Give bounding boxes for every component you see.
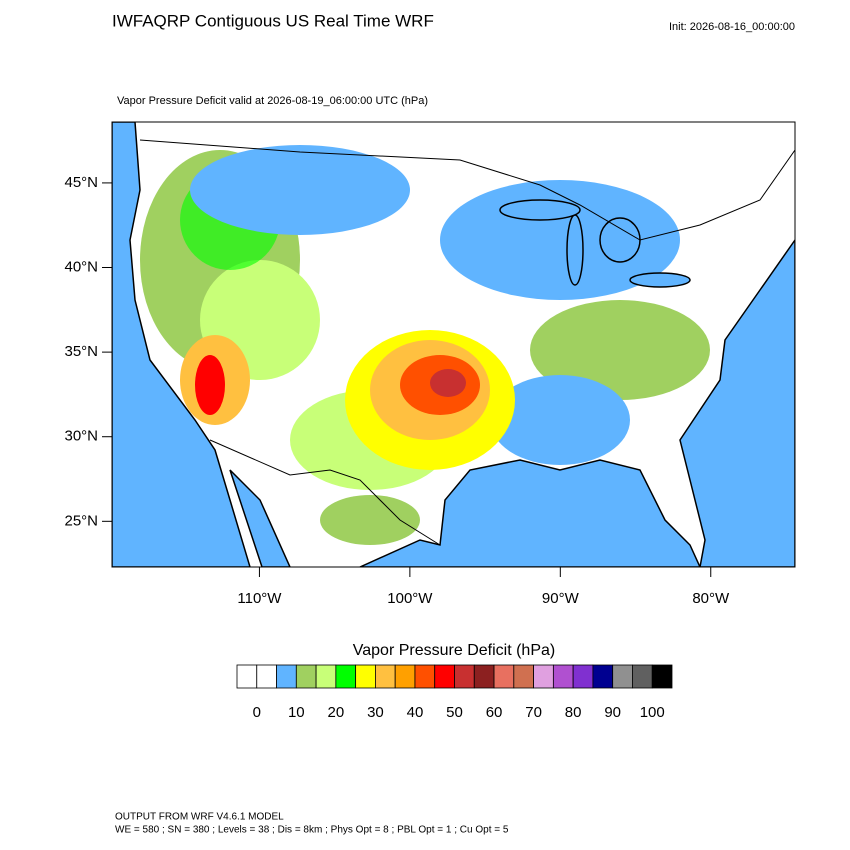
y-tick-label: 25°N (64, 512, 98, 529)
border (139, 139, 795, 241)
map-frame (111, 121, 796, 568)
colorbar-label: 40 (407, 704, 424, 721)
footer-line: WE = 580 ; SN = 380 ; Levels = 38 ; Dis … (115, 825, 509, 836)
colorbar-box (335, 664, 357, 689)
colorbar-box (394, 664, 416, 689)
vpd-area (195, 355, 225, 415)
colorbar-box (256, 664, 277, 689)
colorbar-box (236, 664, 258, 689)
colorbar-box (632, 664, 653, 689)
x-tick-label: 110°W (237, 590, 282, 607)
colorbar-box (315, 664, 337, 689)
colorbar-label: 80 (565, 704, 582, 721)
y-tick-label: 40°N (64, 258, 98, 275)
border (209, 439, 441, 546)
colorbar-box (572, 664, 594, 689)
colorbar-box (276, 664, 297, 689)
colorbar-label: 60 (486, 704, 503, 721)
lake (566, 214, 584, 286)
x-tick-label: 90°W (542, 590, 580, 607)
colorbar-box (513, 664, 534, 689)
water (112, 122, 795, 567)
colorbar-label: 50 (446, 704, 463, 721)
colorbar-label: 0 (253, 704, 261, 721)
vpd-area (430, 369, 466, 397)
colorbar-box (552, 664, 574, 689)
colorbar-label: 70 (525, 704, 542, 721)
y-tick-label: 35°N (64, 343, 98, 360)
lake (629, 272, 691, 288)
colorbar-box (375, 664, 396, 689)
x-tick-label: 100°W (387, 590, 433, 607)
colorbar-box (295, 664, 317, 689)
colorbar-box (612, 664, 633, 689)
title: IWFAQRP Contiguous US Real Time WRF (112, 11, 434, 30)
borders (139, 139, 795, 546)
gulf-of-california (229, 469, 291, 567)
map (112, 122, 795, 567)
vpd-area (490, 375, 630, 465)
colorbar-label: 90 (604, 704, 621, 721)
colorbar-box (454, 664, 475, 689)
x-tick-label: 80°W (692, 590, 730, 607)
colorbar-label: 30 (367, 704, 384, 721)
colorbar-box (434, 664, 455, 689)
vpd-area (190, 145, 410, 235)
vpd-area (320, 495, 420, 545)
colorbar-box (414, 664, 436, 689)
colorbar-box (355, 664, 376, 689)
colorbar-label: 10 (288, 704, 305, 721)
colorbar-box (493, 664, 515, 689)
y-tick-label: 30°N (64, 428, 98, 445)
colorbar-label: 100 (640, 704, 665, 721)
atlantic (679, 238, 795, 567)
subtitle: Vapor Pressure Deficit valid at 2026-08-… (117, 95, 428, 107)
colorbar-label: 20 (328, 704, 345, 721)
colorbar-title: Vapor Pressure Deficit (hPa) (353, 642, 555, 659)
colorbar: 0 10 20 30 40 50 60 70 80 90 100 (236, 664, 673, 721)
y-tick-label: 45°N (64, 174, 98, 191)
init-time: Init: 2026-08-16_00:00:00 (669, 21, 795, 33)
pacific (112, 122, 251, 567)
colorbar-box (651, 664, 673, 689)
lake (599, 217, 641, 263)
colorbar-box (592, 664, 614, 689)
axes: 110°W 100°W 90°W 80°W 45°N 40°N 35°N 30°N 25°N (64, 174, 730, 607)
colorbar-box (533, 664, 554, 689)
colorbar-box (473, 664, 495, 689)
footer-line: OUTPUT FROM WRF V4.6.1 MODEL (115, 812, 284, 823)
lake (499, 199, 581, 221)
vpd-area (530, 300, 710, 400)
